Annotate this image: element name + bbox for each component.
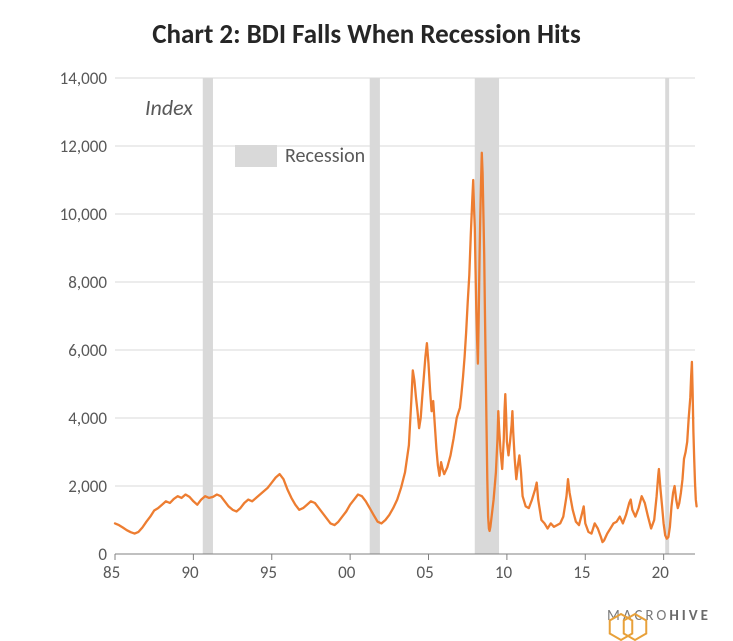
x-tick-label: 05 [417, 562, 434, 583]
chart-svg [0, 0, 733, 641]
logo-text-right: HIVE [669, 607, 711, 625]
chart-container: Chart 2: BDI Falls When Recession Hits I… [0, 0, 733, 641]
x-tick-label: 20 [652, 562, 669, 583]
brand-logo: MACROHIVE [607, 607, 711, 625]
y-tick-label: 10,000 [60, 204, 107, 225]
x-tick-label: 95 [260, 562, 277, 583]
logo-hex-icon [607, 607, 651, 641]
y-tick-label: 6,000 [68, 340, 107, 361]
y-tick-label: 12,000 [60, 136, 107, 157]
y-tick-label: 8,000 [68, 272, 107, 293]
x-tick-label: 15 [573, 562, 590, 583]
x-tick-label: 10 [495, 562, 512, 583]
y-tick-label: 4,000 [68, 408, 107, 429]
y-tick-label: 14,000 [60, 68, 107, 89]
legend: Recession [235, 144, 365, 168]
x-tick-label: 00 [338, 562, 355, 583]
y-tick-label: 2,000 [68, 476, 107, 497]
legend-label: Recession [285, 144, 365, 168]
x-tick-label: 85 [103, 562, 120, 583]
y-axis-subtitle: Index [145, 94, 193, 121]
x-tick-label: 90 [181, 562, 198, 583]
legend-swatch [235, 145, 277, 167]
